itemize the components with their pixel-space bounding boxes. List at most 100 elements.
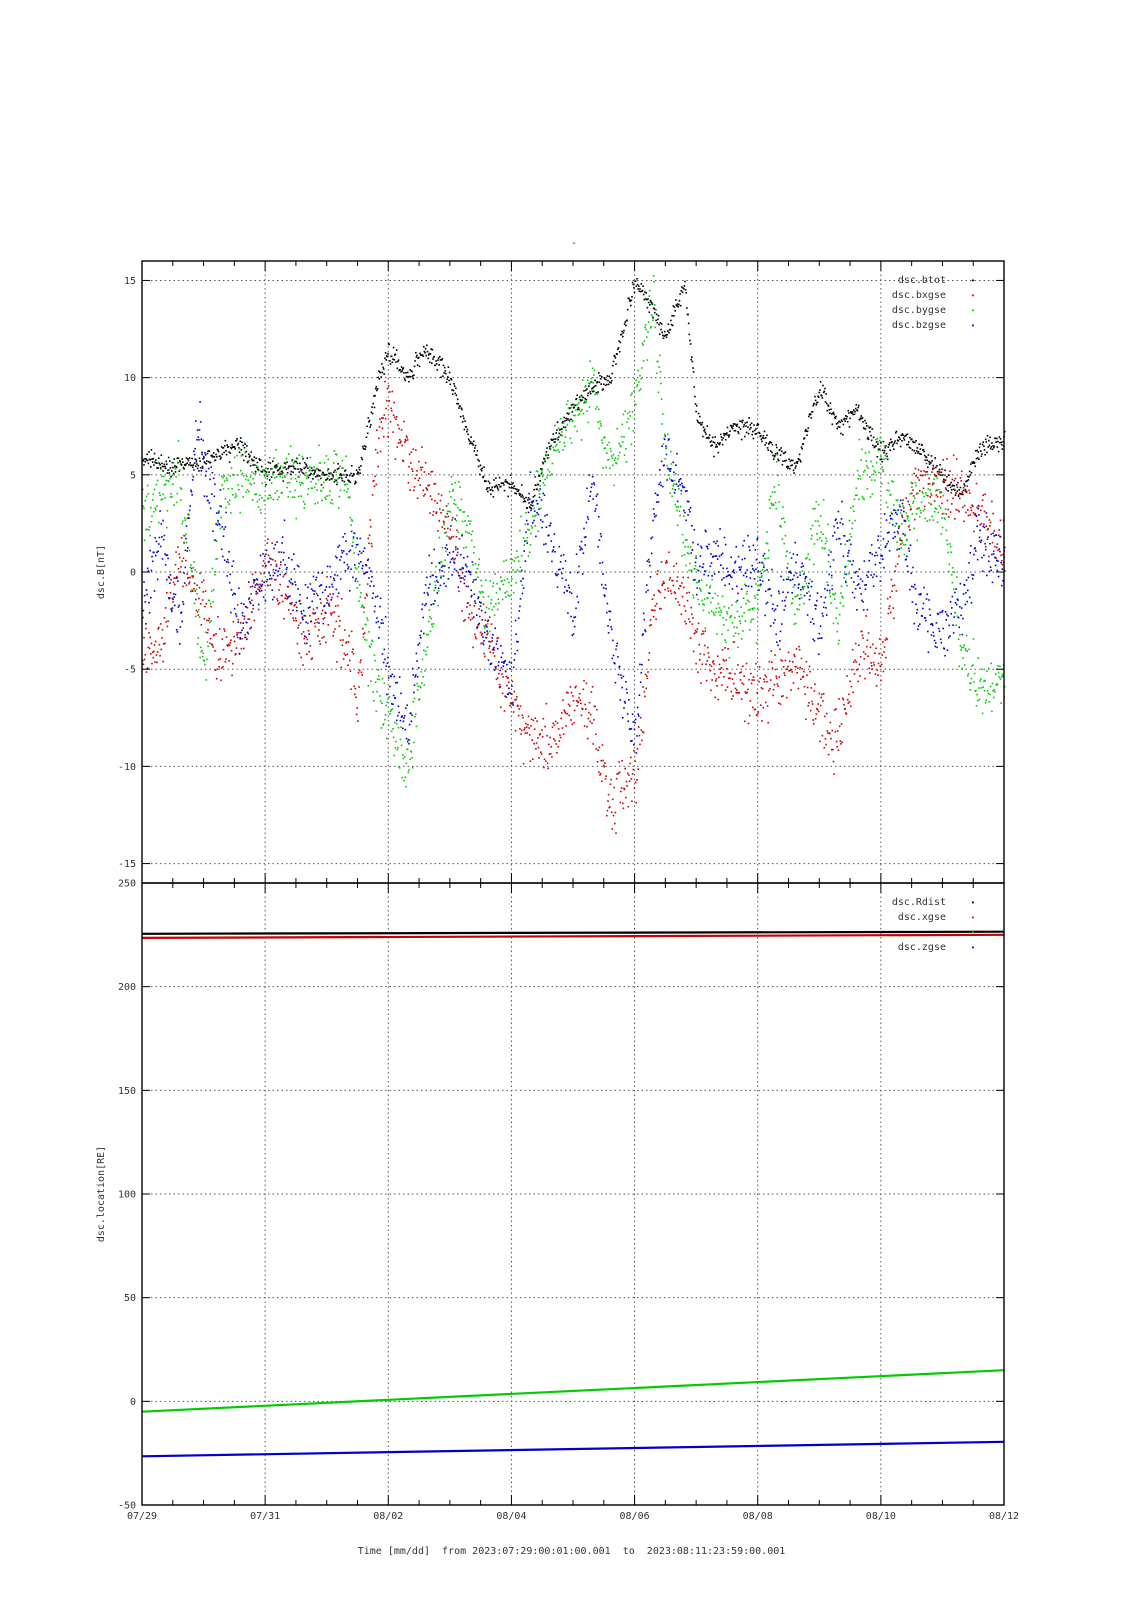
data-point [487, 623, 489, 625]
data-point [220, 457, 222, 459]
data-point [838, 640, 840, 642]
data-point [397, 424, 399, 426]
data-point [907, 433, 909, 435]
data-point [195, 616, 197, 618]
data-point [417, 644, 419, 646]
data-point [327, 470, 329, 472]
data-point [977, 700, 979, 702]
data-point [230, 512, 232, 514]
data-point [280, 465, 282, 467]
data-point [178, 457, 180, 459]
data-point [509, 661, 511, 663]
data-point [541, 471, 543, 473]
data-point [353, 532, 355, 534]
data-point [885, 639, 887, 641]
data-point [632, 773, 634, 775]
data-point [565, 579, 567, 581]
data-point [483, 653, 485, 655]
data-point [612, 799, 614, 801]
data-point [708, 612, 710, 614]
data-point [552, 433, 554, 435]
data-point [644, 691, 646, 693]
data-point [881, 466, 883, 468]
data-point [540, 519, 542, 521]
data-point [592, 368, 594, 370]
data-point [591, 691, 593, 693]
data-point [533, 500, 535, 502]
data-point [643, 360, 645, 362]
data-point [641, 740, 643, 742]
data-point [559, 569, 561, 571]
data-point [225, 658, 227, 660]
data-point [578, 402, 580, 404]
data-point [787, 668, 789, 670]
data-point [294, 604, 296, 606]
data-point [872, 428, 874, 430]
data-point [863, 471, 865, 473]
data-point [563, 554, 565, 556]
data-point [198, 637, 200, 639]
data-point [273, 471, 275, 473]
data-point [165, 480, 167, 482]
data-point [166, 464, 168, 466]
data-point [296, 610, 298, 612]
data-point [204, 664, 206, 666]
data-point [631, 800, 633, 802]
data-point [1000, 438, 1002, 440]
data-point [801, 570, 803, 572]
data-point [422, 604, 424, 606]
data-point [474, 634, 476, 636]
data-point [1001, 444, 1003, 446]
data-point [955, 509, 957, 511]
data-point [610, 448, 612, 450]
data-point [997, 683, 999, 685]
data-point [257, 466, 259, 468]
data-point [658, 366, 660, 368]
data-point [549, 474, 551, 476]
data-point [893, 618, 895, 620]
data-point [895, 566, 897, 568]
data-point [505, 671, 507, 673]
data-point [565, 437, 567, 439]
data-point [867, 639, 869, 641]
data-point [849, 701, 851, 703]
data-point [445, 560, 447, 562]
data-point [413, 448, 415, 450]
data-point [512, 681, 514, 683]
data-point [780, 526, 782, 528]
data-point [799, 649, 801, 651]
data-point [195, 420, 197, 422]
data-point [480, 602, 482, 604]
data-point [509, 571, 511, 573]
data-point [609, 619, 611, 621]
data-point [326, 602, 328, 604]
data-point [523, 537, 525, 539]
data-point [835, 593, 837, 595]
data-point [694, 568, 696, 570]
data-point [175, 564, 177, 566]
data-point [623, 436, 625, 438]
data-point [218, 510, 220, 512]
data-point [184, 582, 186, 584]
data-point [951, 489, 953, 491]
data-point [686, 592, 688, 594]
data-point [777, 452, 779, 454]
data-point [496, 679, 498, 681]
data-point [872, 668, 874, 670]
data-point [677, 576, 679, 578]
data-point [393, 737, 395, 739]
data-point [767, 722, 769, 724]
data-point [599, 562, 601, 564]
data-point [383, 368, 385, 370]
data-point [890, 612, 892, 614]
data-point [647, 678, 649, 680]
data-point [334, 450, 336, 452]
data-point [735, 430, 737, 432]
data-point [332, 475, 334, 477]
data-point [439, 508, 441, 510]
data-point [979, 680, 981, 682]
data-point [548, 457, 550, 459]
data-point [329, 586, 331, 588]
data-point [608, 632, 610, 634]
